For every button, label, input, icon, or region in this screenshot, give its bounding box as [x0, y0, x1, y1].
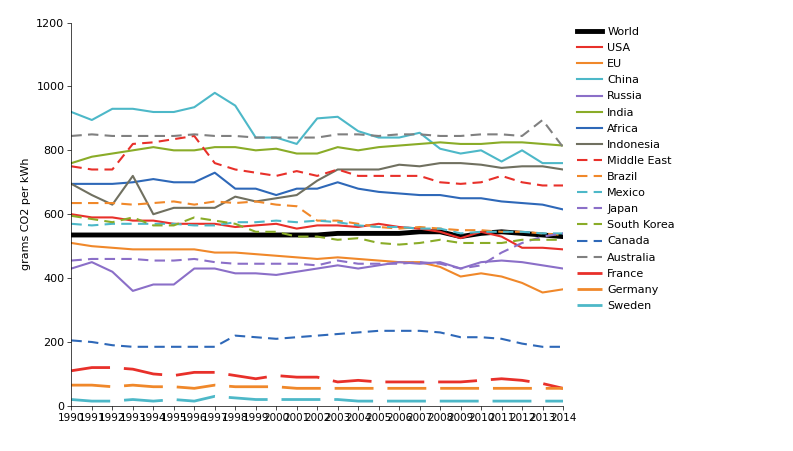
Y-axis label: grams CO2 per kWh: grams CO2 per kWh: [21, 158, 31, 271]
Legend: World, USA, EU, China, Russia, India, Africa, Indonesia, Middle East, Brazil, Me: World, USA, EU, China, Russia, India, Af…: [573, 23, 680, 315]
